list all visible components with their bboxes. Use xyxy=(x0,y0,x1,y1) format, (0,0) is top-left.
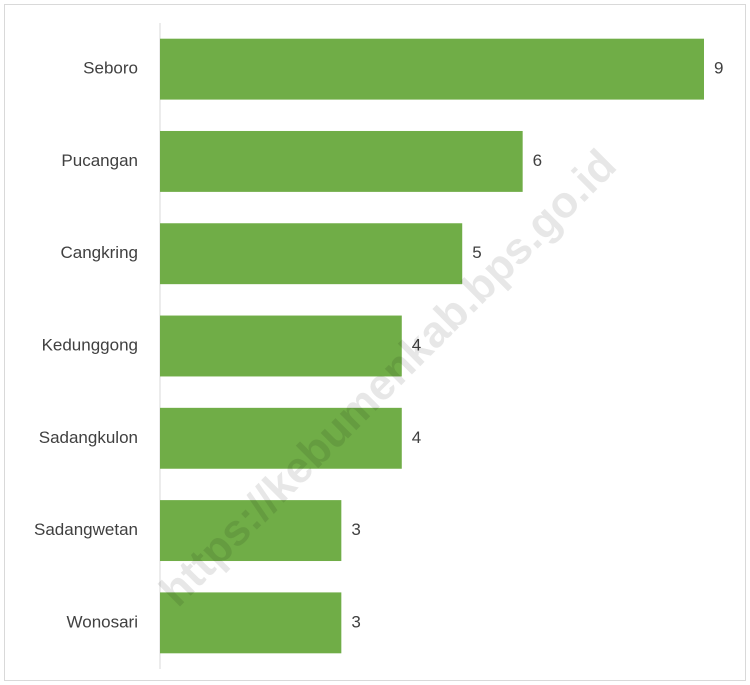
y-tick-label: Wonosari xyxy=(67,612,139,631)
data-label: 4 xyxy=(412,428,421,447)
y-tick-label: Sadangkulon xyxy=(39,428,138,447)
bar xyxy=(160,38,704,100)
data-label: 9 xyxy=(714,59,723,78)
y-tick-label: Seboro xyxy=(83,59,138,78)
bar xyxy=(160,407,402,469)
bar xyxy=(160,500,342,562)
data-label: 4 xyxy=(412,335,421,354)
y-tick-label: Pucangan xyxy=(61,151,138,170)
data-label: 3 xyxy=(351,520,360,539)
data-label: 5 xyxy=(472,243,481,262)
bar xyxy=(160,223,463,285)
y-tick-label: Sadangwetan xyxy=(34,520,138,539)
bar xyxy=(160,592,342,654)
y-tick-label: Cangkring xyxy=(61,243,139,262)
bar xyxy=(160,315,402,377)
data-label: 3 xyxy=(351,612,360,631)
bar xyxy=(160,130,523,192)
watermark: https://kebumenkab.bps.go.id xyxy=(150,140,625,615)
chart-frame xyxy=(4,4,746,681)
data-label: 6 xyxy=(533,151,542,170)
y-tick-label: Kedunggong xyxy=(42,335,138,354)
